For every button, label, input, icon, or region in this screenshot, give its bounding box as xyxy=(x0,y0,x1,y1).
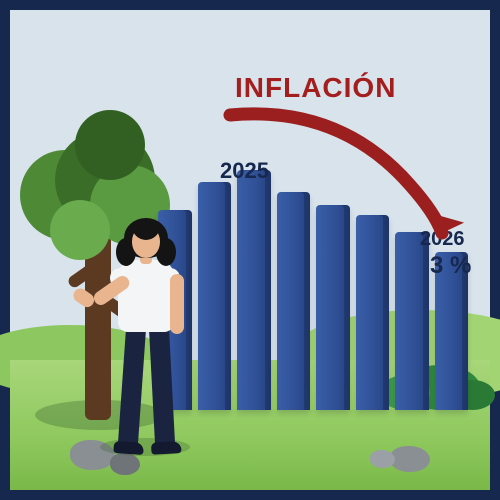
presenter-woman xyxy=(90,195,200,450)
infographic-frame: 2025 2026 3 % INFLACIÓN xyxy=(0,0,500,500)
rock xyxy=(110,453,140,475)
rock xyxy=(390,446,430,472)
downtrend-arrow-icon xyxy=(210,95,470,265)
rock xyxy=(370,450,395,468)
